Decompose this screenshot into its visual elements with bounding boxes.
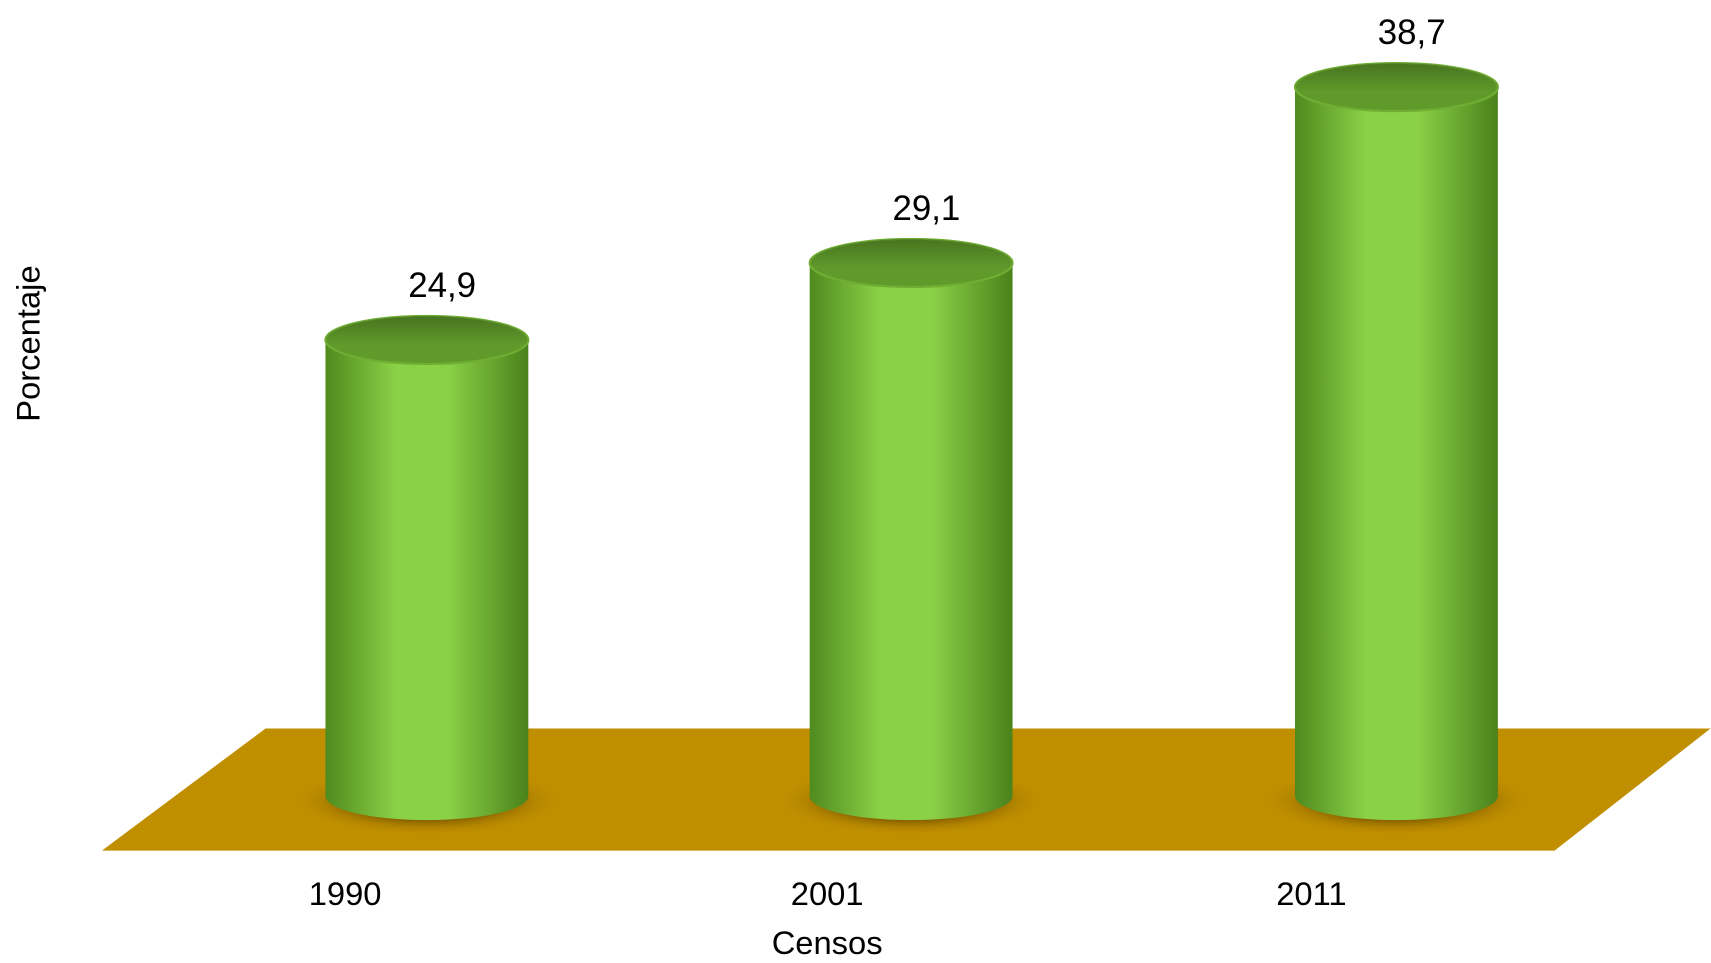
x-tick-label: 1990: [309, 875, 382, 912]
x-tick-label: 2011: [1276, 875, 1346, 912]
x-axis-label: Censos: [772, 924, 883, 961]
y-axis-label: Porcentaje: [10, 265, 47, 421]
value-label: 24,9: [408, 266, 476, 305]
value-label: 29,1: [892, 189, 960, 228]
x-tick-label: 2001: [791, 875, 864, 912]
bar: [809, 262, 1013, 797]
bar-top-shade: [1295, 63, 1498, 112]
bar-top-shade: [809, 238, 1013, 287]
bar: [325, 339, 529, 797]
value-label: 38,7: [1378, 13, 1446, 52]
bar: [1295, 87, 1498, 797]
bar-top-shade: [325, 315, 529, 364]
